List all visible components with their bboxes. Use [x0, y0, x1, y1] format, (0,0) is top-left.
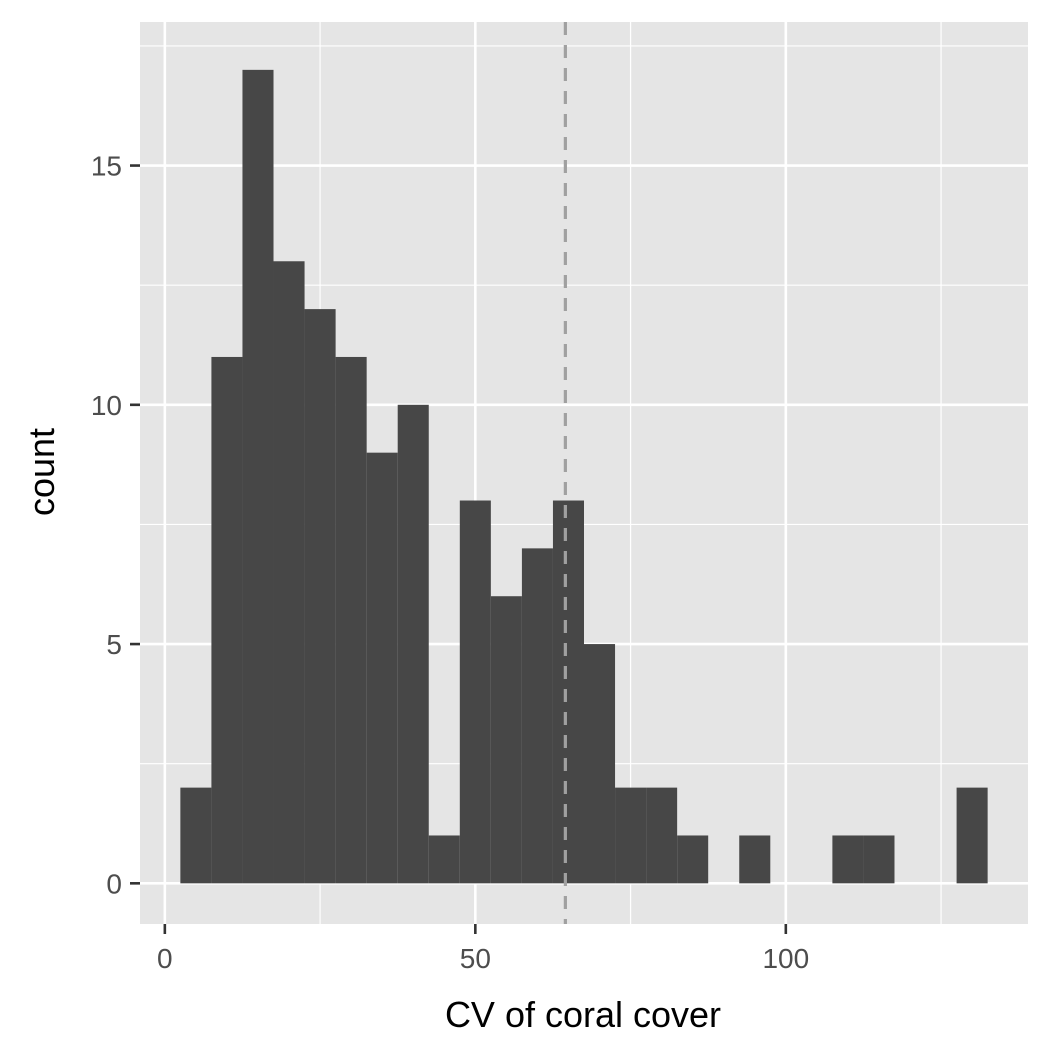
histogram-bar	[304, 309, 336, 884]
y-tick-label: 10	[91, 390, 122, 421]
histogram-bar	[646, 787, 678, 884]
histogram-bar	[615, 787, 647, 884]
histogram-bar	[956, 787, 988, 884]
x-tick-label: 100	[762, 943, 809, 974]
histogram-bar	[273, 261, 305, 884]
histogram-bar	[552, 500, 584, 884]
histogram-bar	[677, 835, 709, 884]
x-tick-label: 50	[460, 943, 491, 974]
histogram-bar	[211, 356, 243, 884]
histogram-bar	[397, 404, 429, 884]
histogram-bar	[584, 644, 616, 884]
y-axis: 0 5 10 15	[91, 151, 140, 899]
x-tick-label: 0	[157, 943, 173, 974]
y-tick-label: 15	[91, 151, 122, 182]
x-axis: 0 50 100	[157, 924, 809, 974]
histogram-bar	[521, 548, 553, 884]
histogram-bar	[459, 500, 491, 884]
histogram-bar	[490, 596, 522, 884]
histogram-bar	[366, 452, 398, 884]
histogram-bar	[180, 787, 212, 884]
histogram-bar	[242, 69, 274, 884]
histogram-bar	[863, 835, 895, 884]
x-axis-title: CV of coral cover	[445, 994, 721, 1035]
histogram-bar	[428, 835, 460, 884]
y-tick-label: 0	[106, 868, 122, 899]
histogram-bar	[739, 835, 771, 884]
histogram-bars	[180, 69, 988, 884]
y-tick-label: 5	[106, 629, 122, 660]
y-axis-title: count	[21, 428, 62, 516]
histogram-bar	[335, 356, 367, 884]
histogram-bar	[832, 835, 864, 884]
